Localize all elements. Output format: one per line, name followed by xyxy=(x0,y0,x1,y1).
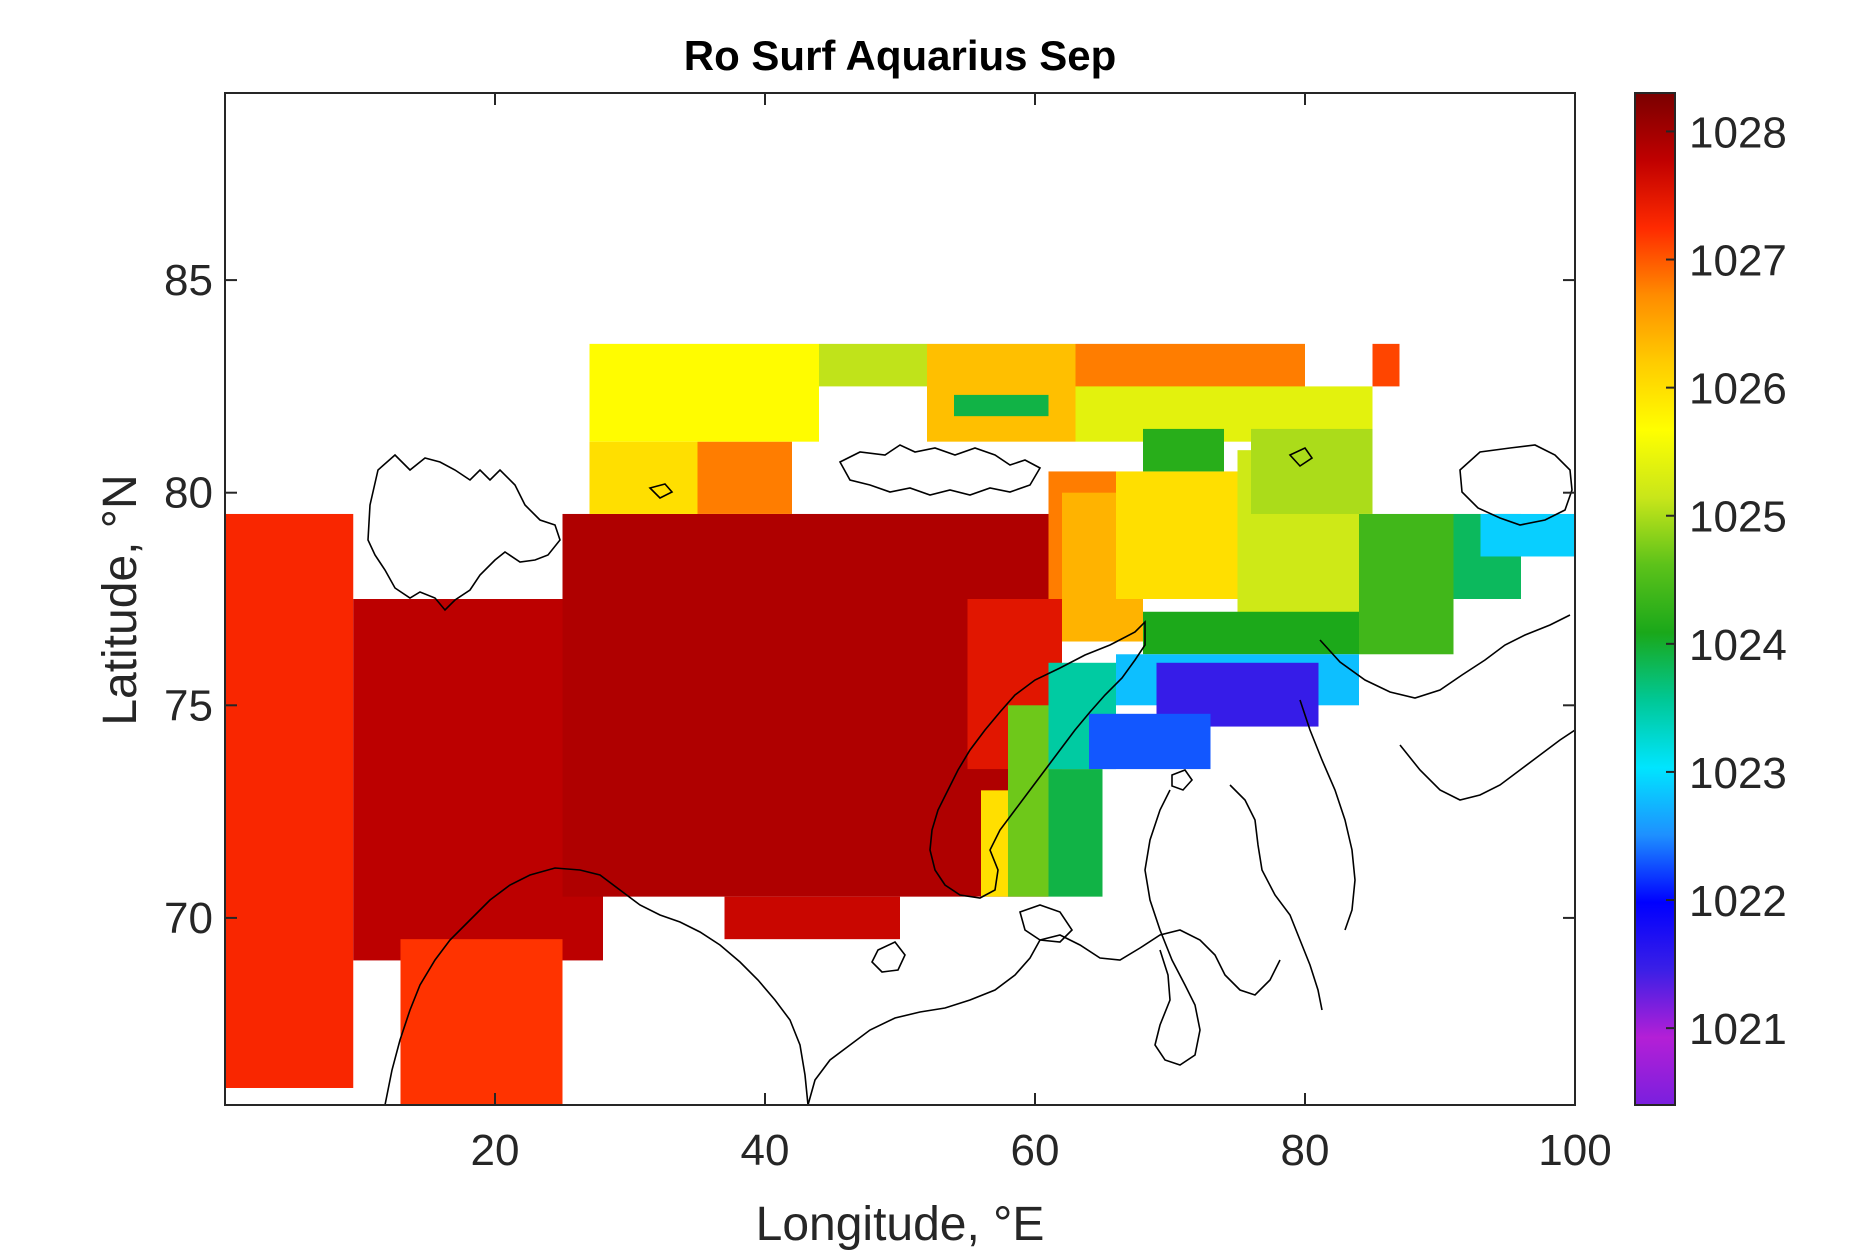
heatmap-cell xyxy=(1251,428,1373,514)
colorbar-tick-label: 1024 xyxy=(1689,621,1787,670)
heatmap-cell xyxy=(981,790,1008,897)
heatmap-cell xyxy=(1359,513,1454,655)
coastline-scandinavia xyxy=(384,867,809,1105)
colorbar-tick-label: 1026 xyxy=(1689,365,1787,414)
coastline-layer xyxy=(367,444,1575,1105)
colorbar-frame xyxy=(1634,92,1676,1106)
y-axis: 70 75 80 85 xyxy=(164,256,1575,943)
coastline-novaya-zemlya xyxy=(929,620,1146,899)
coastline-islet-1 xyxy=(1171,769,1194,791)
heatmap-cell xyxy=(1048,769,1103,897)
heatmap-cell xyxy=(400,939,563,1105)
coastline-islet-2 xyxy=(1288,446,1314,468)
x-tick-label: 60 xyxy=(1011,1126,1060,1175)
coastline-franz-josef xyxy=(838,444,1042,496)
colorbar-tick-label: 1025 xyxy=(1689,493,1787,542)
coastline-kanin-pechora xyxy=(1039,929,1281,996)
heatmap-cell xyxy=(1116,471,1238,599)
colorbar-tick-label: 1028 xyxy=(1689,108,1787,157)
heatmap-cell xyxy=(1480,513,1575,557)
coastline-taymyr xyxy=(1319,614,1571,699)
coastline-kola-white-sea xyxy=(807,939,1041,1105)
x-axis: 20 40 60 80 100 xyxy=(471,93,1612,1175)
coastline-east-siberia xyxy=(1399,729,1575,801)
colorbar-tick-label: 1027 xyxy=(1689,237,1787,286)
heatmap-cell xyxy=(1008,705,1049,897)
heatmap-cell xyxy=(589,343,819,442)
coastline-svalbard xyxy=(367,453,561,612)
heatmap-cell xyxy=(724,896,900,940)
coastline-taymyr-south xyxy=(1299,699,1356,931)
x-axis-label: Longitude, °E xyxy=(756,1198,1045,1250)
coastline-severnaya-zemlya xyxy=(1459,444,1573,526)
y-tick-label: 75 xyxy=(164,681,213,730)
x-tick-label: 20 xyxy=(471,1126,520,1175)
heatmap-cell xyxy=(353,599,603,961)
heatmap-cell xyxy=(1089,713,1211,770)
heatmap-cell xyxy=(1143,428,1224,472)
plot-area-frame xyxy=(224,92,1576,1106)
colorbar-tick-label: 1021 xyxy=(1689,1005,1787,1054)
chart-title: Ro Surf Aquarius Sep xyxy=(684,32,1117,79)
y-tick-label: 70 xyxy=(164,894,213,943)
y-tick-label: 85 xyxy=(164,256,213,305)
y-tick-label: 80 xyxy=(164,469,213,518)
coastline-islet-3 xyxy=(648,483,674,499)
x-tick-label: 80 xyxy=(1281,1126,1330,1175)
coastline-kolguev xyxy=(871,941,906,973)
colorbar-ticks: 1021 1022 1023 1024 1025 1026 1027 1028 xyxy=(1666,108,1787,1054)
heatmap-cell xyxy=(1372,343,1400,387)
y-axis-label: Latitude, °N xyxy=(94,474,147,725)
x-tick-label: 100 xyxy=(1538,1126,1611,1175)
heatmap-cell xyxy=(819,343,927,387)
heatmap-cell xyxy=(954,394,1049,417)
colorbar-gradient xyxy=(1635,93,1675,1105)
x-tick-label: 40 xyxy=(741,1126,790,1175)
colorbar-tick-label: 1022 xyxy=(1689,877,1787,926)
coastline-vaygach xyxy=(1019,904,1074,943)
heatmap-cell xyxy=(927,343,1076,442)
heatmap-cell xyxy=(697,441,792,514)
colorbar-tick-label: 1023 xyxy=(1689,749,1787,798)
coastline-yamal xyxy=(1144,789,1201,1066)
heatmap-layer xyxy=(225,343,1575,1105)
coastline-gydan xyxy=(1229,784,1323,1011)
heatmap-cell xyxy=(1143,611,1359,655)
heatmap-cell xyxy=(225,513,354,1088)
heatmap-cell xyxy=(589,441,698,514)
